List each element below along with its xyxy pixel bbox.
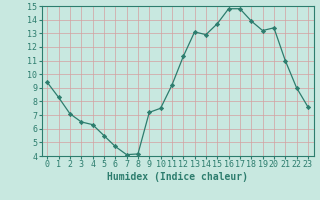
X-axis label: Humidex (Indice chaleur): Humidex (Indice chaleur) <box>107 172 248 182</box>
